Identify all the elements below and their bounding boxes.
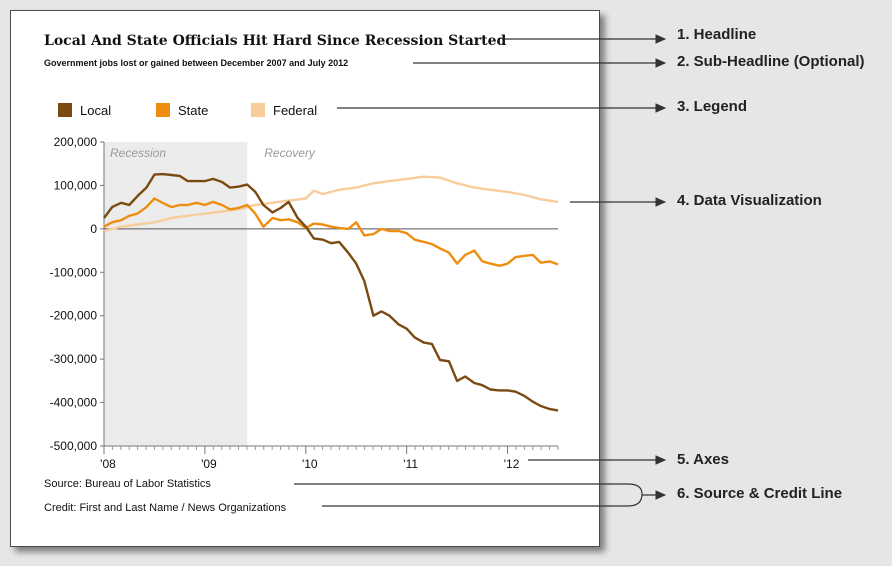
y-tick-label: 100,000 — [54, 178, 98, 192]
x-tick-label: '11 — [403, 457, 418, 471]
legend-label-state: State — [178, 103, 209, 118]
y-tick-label: -200,000 — [50, 309, 98, 323]
legend-swatch-local — [58, 103, 72, 117]
y-tick-label: -100,000 — [50, 265, 98, 279]
chart-subheadline: Government jobs lost or gained between D… — [44, 58, 349, 68]
legend-swatch-state — [156, 103, 170, 117]
y-tick-label: 0 — [90, 222, 97, 236]
annotation-data-visualization-label: 4. Data Visualization — [677, 192, 822, 209]
chart-headline: Local And State Officials Hit Hard Since… — [44, 33, 507, 49]
y-tick-label: -500,000 — [50, 439, 98, 453]
annotation-subheadline-label: 2. Sub-Headline (Optional) — [677, 53, 865, 70]
annotation-legend-label: 3. Legend — [677, 98, 748, 115]
annotation-axes-label: 5. Axes — [677, 451, 729, 468]
y-tick-label: -300,000 — [50, 352, 98, 366]
series-line-state — [103, 197, 559, 267]
legend-swatch-federal — [251, 103, 265, 117]
annotation-source-credit-label: 6. Source & Credit Line — [677, 485, 843, 502]
legend-item-local: Local — [58, 103, 111, 118]
recovery-label: Recovery — [264, 146, 316, 160]
legend-item-state: State — [156, 103, 208, 118]
legend-label-local: Local — [80, 103, 112, 118]
recession-band — [104, 142, 248, 446]
annotation-headline-label: 1. Headline — [677, 26, 757, 43]
source-line: Source: Bureau of Labor Statistics — [44, 478, 211, 490]
series-line-local — [103, 172, 559, 412]
x-tick-label: '09 — [201, 457, 217, 471]
legend-label-federal: Federal — [273, 103, 318, 118]
credit-line: Credit: First and Last Name / News Organ… — [44, 502, 287, 514]
recession-label: Recession — [110, 146, 166, 160]
x-tick-label: '08 — [100, 457, 116, 471]
series-line-federal — [103, 175, 559, 233]
x-tick-label: '10 — [302, 457, 318, 471]
x-tick-label: '12 — [504, 457, 520, 471]
legend-item-federal: Federal — [251, 103, 317, 118]
y-tick-label: 200,000 — [54, 135, 98, 149]
y-tick-label: -400,000 — [50, 396, 98, 410]
annotation-bracket-source-credit — [294, 483, 643, 507]
